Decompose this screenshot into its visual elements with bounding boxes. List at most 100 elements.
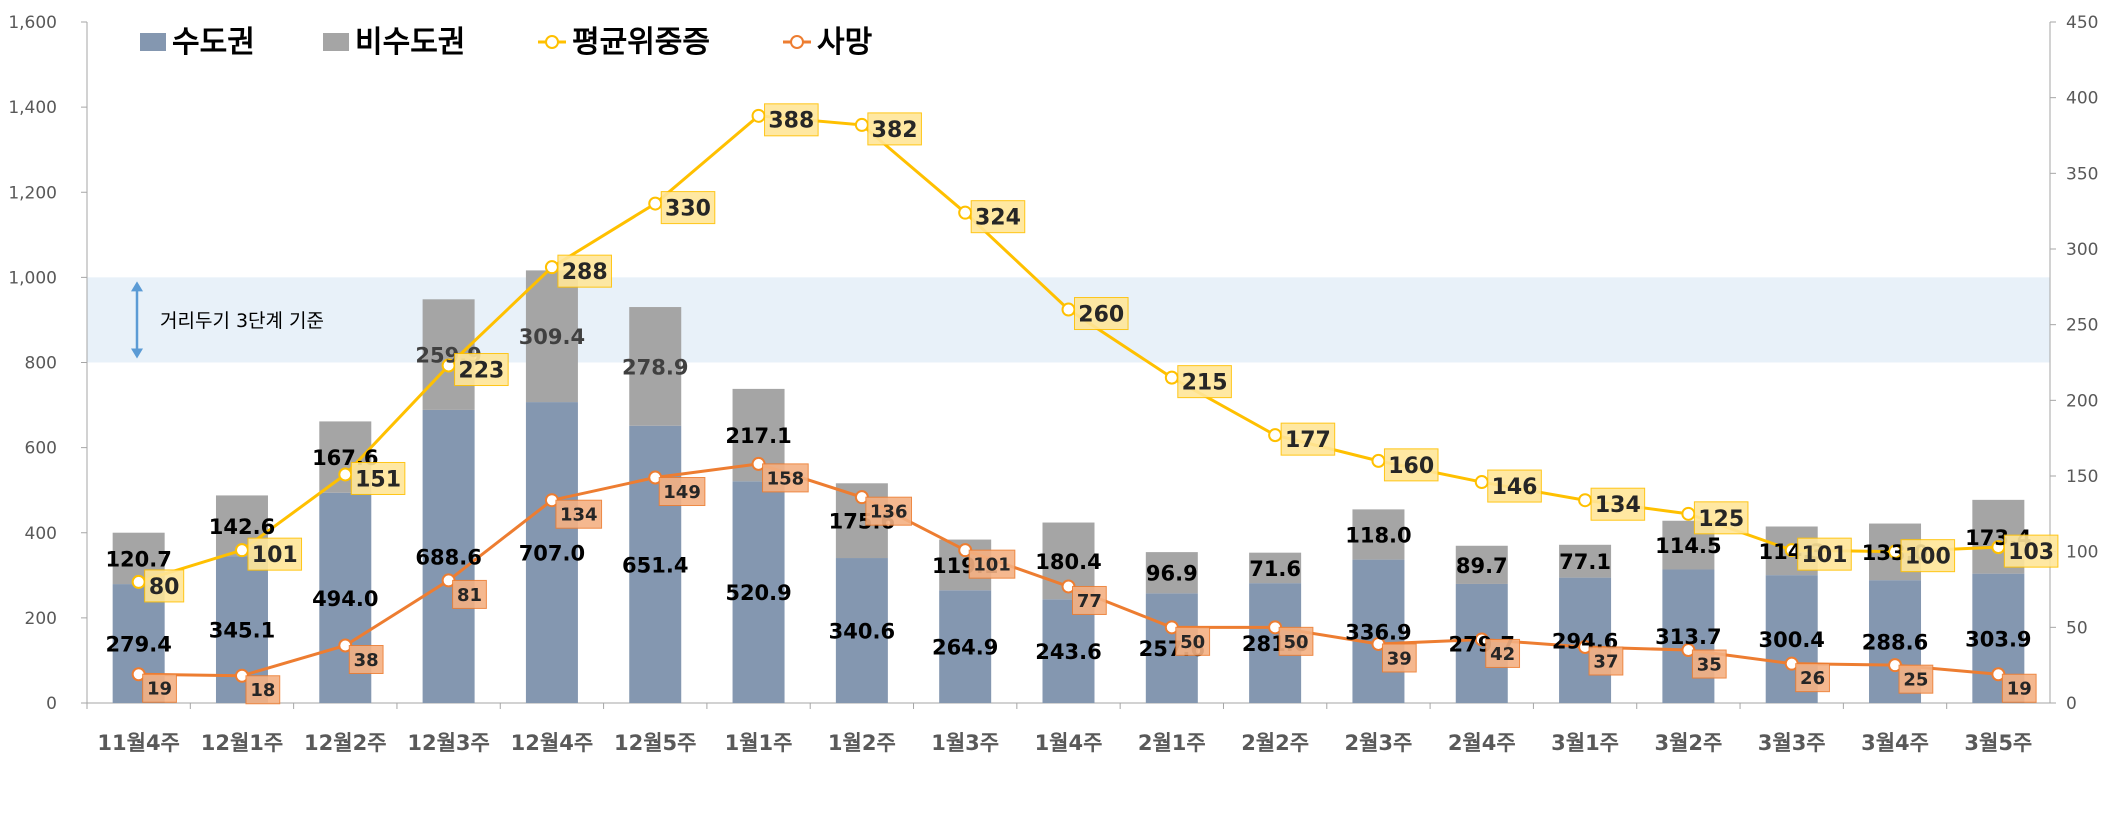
x-tick-label: 1월2주 — [828, 731, 896, 755]
x-tick-label: 12월1주 — [201, 731, 283, 755]
bar-수도권 — [525, 402, 578, 703]
point-평균위중증 — [854, 117, 869, 132]
label-box-평균위중증 — [1797, 537, 1852, 571]
x-tick-label: 12월3주 — [407, 731, 489, 755]
bar-label-수도권: 243.6 — [1035, 640, 1101, 664]
label-box-평균위중증 — [1074, 297, 1129, 331]
bar-label-수도권: 340.6 — [829, 620, 895, 644]
x-tick-label: 12월2주 — [304, 731, 386, 755]
label-box-사망 — [1072, 585, 1107, 615]
right-tick-label: 300 — [2066, 240, 2098, 260]
x-tick-label: 1월3주 — [931, 731, 999, 755]
label-평균위중증: 388 — [768, 109, 814, 134]
label-평균위중증: 100 — [1905, 545, 1951, 570]
bar-label-비수도권: 118.0 — [1345, 523, 1411, 547]
data-labels-layer: 279.4120.7345.1142.6494.0167.6688.6259.9… — [105, 103, 2059, 705]
point-평균위중증 — [1578, 493, 1593, 508]
label-box-평균위중증 — [970, 200, 1026, 234]
left-tick-label: 1,400 — [8, 98, 57, 118]
legend-marker-사망 — [790, 35, 804, 49]
right-tick-label: 200 — [2066, 391, 2098, 411]
label-평균위중증: 177 — [1285, 428, 1331, 453]
label-평균위중증: 330 — [665, 197, 711, 222]
point-평균위중증 — [1474, 475, 1489, 490]
bar-label-수도권: 520.9 — [725, 581, 791, 605]
bar-label-수도권: 336.9 — [1345, 620, 1411, 644]
bar-수도권 — [835, 558, 888, 703]
bar-비수도권 — [1352, 509, 1405, 560]
left-tick-label: 1,000 — [8, 268, 57, 288]
left-tick-label: 800 — [25, 354, 57, 374]
right-tick-label: 250 — [2066, 316, 2098, 336]
label-box-평균위중증 — [454, 353, 509, 387]
bar-label-비수도권: 96.9 — [1146, 562, 1198, 586]
left-tick-label: 600 — [25, 439, 57, 459]
label-사망: 26 — [1800, 668, 1825, 689]
label-평균위중증: 103 — [2008, 540, 2054, 565]
label-평균위중증: 146 — [1492, 475, 1538, 500]
bar-수도권 — [1042, 599, 1095, 703]
x-tick-label: 3월3주 — [1758, 731, 1826, 755]
legend-swatch-비수도권 — [323, 33, 349, 51]
label-평균위중증: 382 — [872, 118, 918, 143]
bar-비수도권 — [1559, 544, 1612, 578]
x-tick-label: 12월5주 — [614, 731, 696, 755]
point-평균위중증 — [338, 467, 353, 482]
label-box-사망 — [1278, 626, 1314, 656]
threshold-band — [87, 277, 2050, 363]
bar-label-비수도권: 278.9 — [622, 355, 688, 379]
label-평균위중증: 223 — [458, 358, 504, 383]
label-사망: 158 — [767, 468, 805, 489]
legend: 수도권 비수도권 평균위중증 사망 — [140, 25, 873, 60]
bar-label-비수도권: 114.5 — [1655, 534, 1721, 558]
label-box-평균위중증 — [1280, 422, 1336, 456]
x-tick-label: 2월3주 — [1345, 731, 1413, 755]
label-box-사망 — [555, 499, 603, 529]
label-box-평균위중증 — [1487, 469, 1542, 503]
label-평균위중증: 215 — [1182, 371, 1228, 396]
label-box-사망 — [1175, 626, 1211, 656]
bar-label-수도권: 264.9 — [932, 636, 998, 660]
left-tick-label: 0 — [46, 694, 57, 714]
bar-label-수도권: 279.4 — [105, 633, 171, 657]
legend-label-사망: 사망 — [817, 25, 873, 60]
label-box-평균위중증 — [2003, 534, 2059, 568]
label-box-사망 — [452, 579, 487, 609]
threshold-annotation: 거리두기 3단계 기준 — [160, 310, 324, 332]
bar-label-수도권: 688.6 — [415, 545, 481, 569]
point-평균위중증 — [1061, 302, 1076, 317]
bar-비수도권 — [1145, 552, 1198, 594]
label-사망: 136 — [870, 502, 908, 523]
point-평균위중증 — [1164, 370, 1179, 385]
point-평균위중증 — [648, 196, 663, 211]
bar-label-비수도권: 142.6 — [209, 515, 275, 539]
point-평균위중증 — [1681, 506, 1696, 521]
legend-marker-평균위중증 — [545, 35, 559, 49]
label-box-평균위중증 — [247, 537, 303, 571]
bar-label-비수도권: 309.4 — [519, 325, 585, 349]
label-box-사망 — [1691, 649, 1727, 679]
point-평균위중증 — [544, 260, 559, 275]
label-사망: 19 — [2007, 679, 2032, 700]
bar-비수도권 — [525, 270, 578, 403]
right-tick-label: 150 — [2066, 467, 2098, 487]
point-평균위중증 — [958, 205, 973, 220]
right-tick-label: 100 — [2066, 543, 2098, 563]
label-box-평균위중증 — [1177, 365, 1232, 399]
point-평균위중증 — [1268, 428, 1283, 443]
bar-비수도권 — [629, 307, 682, 426]
label-box-사망 — [865, 496, 913, 526]
bar-수도권 — [732, 481, 785, 703]
label-사망: 37 — [1593, 651, 1618, 672]
label-box-평균위중증 — [144, 569, 185, 603]
label-평균위중증: 134 — [1595, 493, 1641, 518]
bar-수도권 — [1352, 559, 1405, 703]
left-tick-label: 400 — [25, 524, 57, 544]
x-tick-label: 11월4주 — [97, 731, 179, 755]
label-사망: 42 — [1490, 644, 1515, 665]
label-box-평균위중증 — [660, 191, 716, 225]
legend-label-비수도권: 비수도권 — [355, 25, 465, 60]
label-사망: 134 — [560, 505, 598, 526]
bar-비수도권 — [1455, 545, 1508, 584]
